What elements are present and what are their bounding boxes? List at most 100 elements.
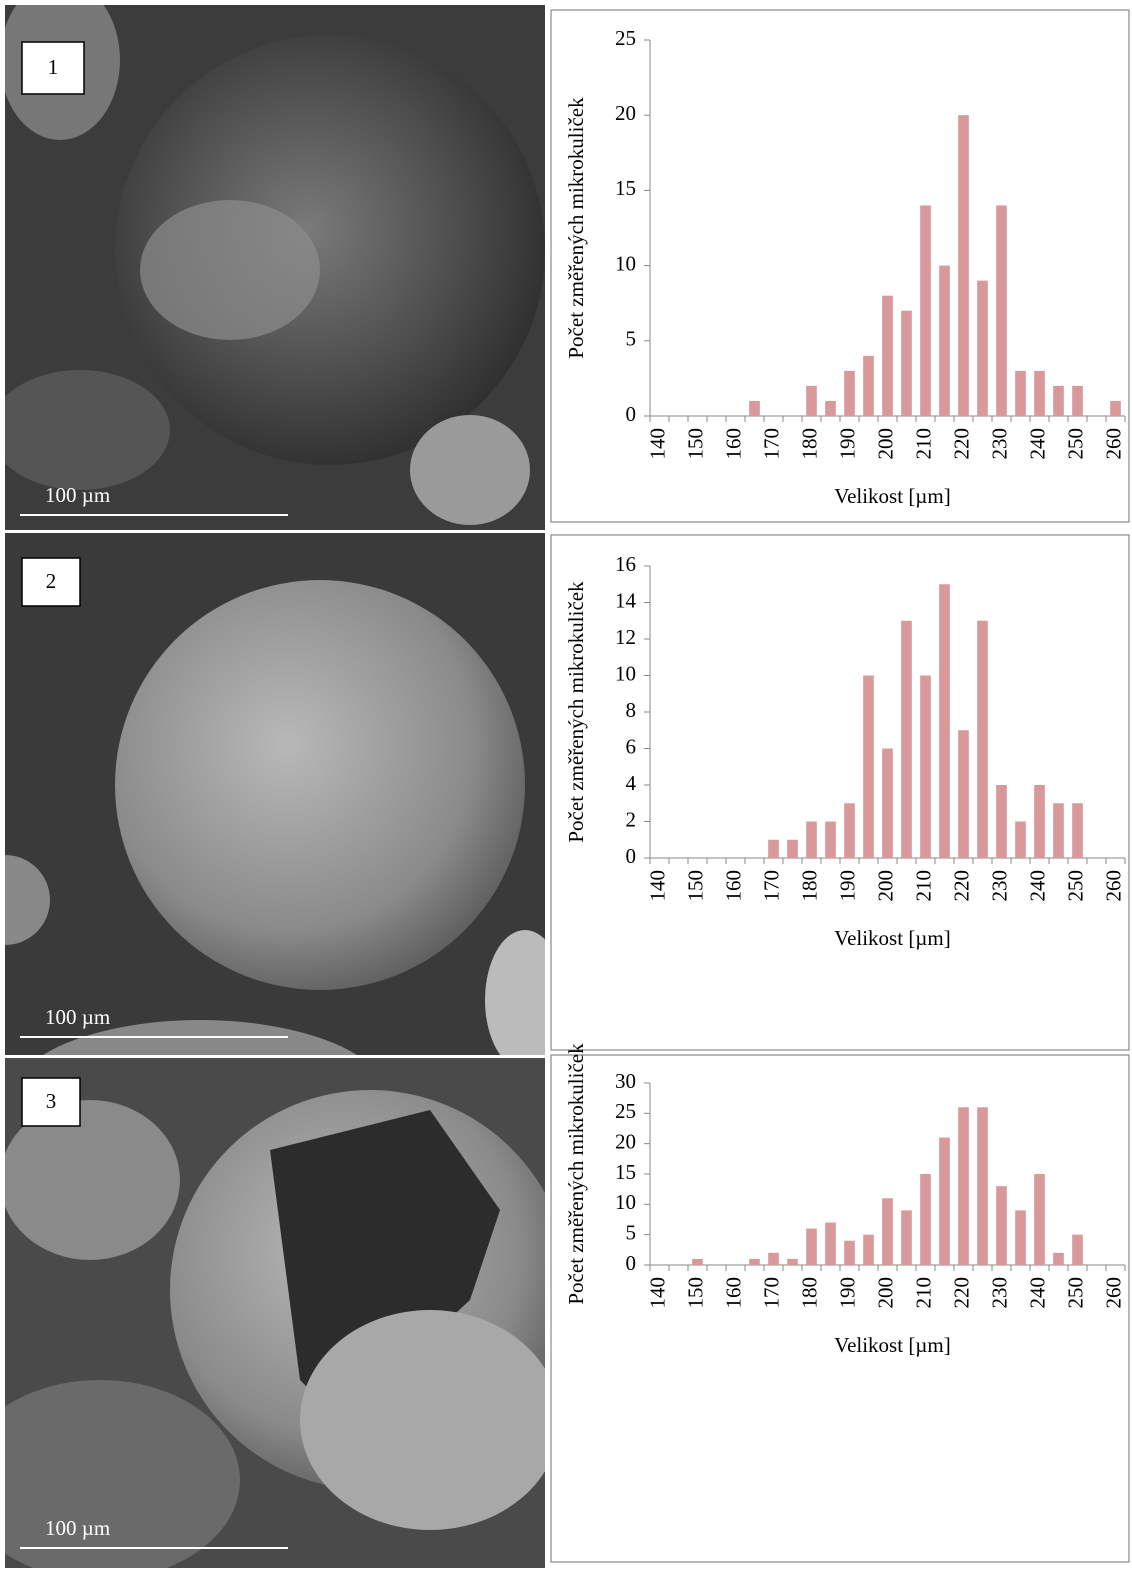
x-tick-label: 190 bbox=[835, 428, 859, 460]
bar bbox=[1072, 385, 1083, 416]
x-tick-label: 220 bbox=[949, 428, 973, 460]
bar bbox=[844, 803, 855, 858]
bar bbox=[1015, 821, 1026, 858]
x-tick-label: 180 bbox=[797, 1277, 821, 1309]
scale-bar-label: 100 µm bbox=[45, 483, 110, 507]
y-tick-label: 20 bbox=[615, 101, 636, 125]
panel-label-box bbox=[21, 41, 85, 95]
y-tick-label: 14 bbox=[615, 588, 637, 612]
bar bbox=[1015, 370, 1026, 416]
x-tick-label: 150 bbox=[683, 870, 707, 902]
bar bbox=[806, 821, 817, 858]
x-tick-label: 170 bbox=[759, 1277, 783, 1309]
x-tick-label: 200 bbox=[873, 870, 897, 902]
x-tick-label: 230 bbox=[987, 870, 1011, 902]
x-axis-label: Velikost [µm] bbox=[834, 926, 951, 950]
bar bbox=[882, 748, 893, 858]
x-tick-label: 250 bbox=[1063, 1277, 1087, 1309]
sem-image bbox=[5, 1058, 545, 1568]
x-tick-label: 210 bbox=[911, 1277, 935, 1309]
x-tick-label: 260 bbox=[1101, 870, 1125, 902]
x-tick-label: 250 bbox=[1063, 428, 1087, 460]
bar bbox=[863, 355, 874, 416]
y-tick-label: 20 bbox=[615, 1129, 636, 1153]
bar bbox=[825, 400, 836, 416]
bar bbox=[768, 1252, 779, 1265]
y-tick-label: 0 bbox=[626, 844, 637, 868]
bar bbox=[958, 730, 969, 858]
x-tick-label: 210 bbox=[911, 428, 935, 460]
bar bbox=[958, 1107, 969, 1265]
y-tick-label: 8 bbox=[626, 698, 637, 722]
x-tick-label: 140 bbox=[645, 428, 669, 460]
bar bbox=[863, 675, 874, 858]
y-tick-label: 25 bbox=[615, 1099, 636, 1123]
y-tick-label: 5 bbox=[626, 1220, 637, 1244]
x-tick-label: 170 bbox=[759, 870, 783, 902]
x-tick-label: 240 bbox=[1025, 1277, 1049, 1309]
x-tick-label: 260 bbox=[1101, 428, 1125, 460]
bar bbox=[977, 620, 988, 858]
x-tick-label: 180 bbox=[797, 870, 821, 902]
x-tick-label: 240 bbox=[1025, 428, 1049, 460]
bar bbox=[825, 1222, 836, 1265]
bar bbox=[1072, 803, 1083, 858]
scale-bar-label: 100 µm bbox=[45, 1516, 110, 1540]
y-axis-label: Počet změřených mikrokuliček bbox=[564, 581, 588, 843]
scale-bar-label: 100 µm bbox=[45, 1005, 110, 1029]
bar bbox=[825, 821, 836, 858]
bar bbox=[1034, 785, 1045, 858]
bar bbox=[806, 1228, 817, 1265]
bar bbox=[692, 1258, 703, 1265]
y-tick-label: 15 bbox=[615, 1160, 636, 1184]
bar bbox=[996, 785, 1007, 858]
bar bbox=[844, 370, 855, 416]
bar bbox=[863, 1234, 874, 1265]
bar bbox=[806, 385, 817, 416]
bar bbox=[939, 584, 950, 858]
x-tick-label: 160 bbox=[721, 870, 745, 902]
bar bbox=[768, 839, 779, 858]
x-tick-label: 140 bbox=[645, 1277, 669, 1309]
y-tick-label: 16 bbox=[615, 552, 636, 576]
bar bbox=[977, 280, 988, 416]
x-tick-label: 210 bbox=[911, 870, 935, 902]
y-axis-label: Počet změřených mikrokuliček bbox=[564, 1043, 588, 1305]
chart-frame bbox=[550, 9, 1130, 523]
bar bbox=[1053, 803, 1064, 858]
y-tick-label: 10 bbox=[615, 251, 636, 275]
chart-frame bbox=[550, 534, 1130, 1051]
x-tick-label: 160 bbox=[721, 428, 745, 460]
chart-frame bbox=[550, 1054, 1130, 1563]
x-tick-label: 170 bbox=[759, 428, 783, 460]
y-tick-label: 25 bbox=[615, 26, 636, 50]
panel-label-box bbox=[21, 1077, 81, 1127]
panel-label: 1 bbox=[48, 55, 59, 79]
y-tick-label: 5 bbox=[626, 327, 637, 351]
bar bbox=[901, 620, 912, 858]
bar bbox=[1072, 1234, 1083, 1265]
bar bbox=[787, 1258, 798, 1265]
x-tick-label: 190 bbox=[835, 870, 859, 902]
bar bbox=[958, 115, 969, 416]
x-tick-label: 230 bbox=[987, 1277, 1011, 1309]
bar bbox=[920, 675, 931, 858]
bar bbox=[1110, 400, 1121, 416]
y-axis-label: Počet změřených mikrokuliček bbox=[564, 97, 588, 359]
panel-label: 3 bbox=[46, 1089, 57, 1113]
y-tick-label: 0 bbox=[626, 402, 637, 426]
y-tick-label: 0 bbox=[626, 1251, 637, 1275]
bar bbox=[901, 310, 912, 416]
bar bbox=[977, 1107, 988, 1265]
x-tick-label: 150 bbox=[683, 428, 707, 460]
x-tick-label: 140 bbox=[645, 870, 669, 902]
x-tick-label: 190 bbox=[835, 1277, 859, 1309]
x-tick-label: 230 bbox=[987, 428, 1011, 460]
bar bbox=[901, 1210, 912, 1265]
y-tick-label: 6 bbox=[626, 734, 637, 758]
bar bbox=[1053, 385, 1064, 416]
y-tick-label: 12 bbox=[615, 625, 636, 649]
bar bbox=[787, 839, 798, 858]
